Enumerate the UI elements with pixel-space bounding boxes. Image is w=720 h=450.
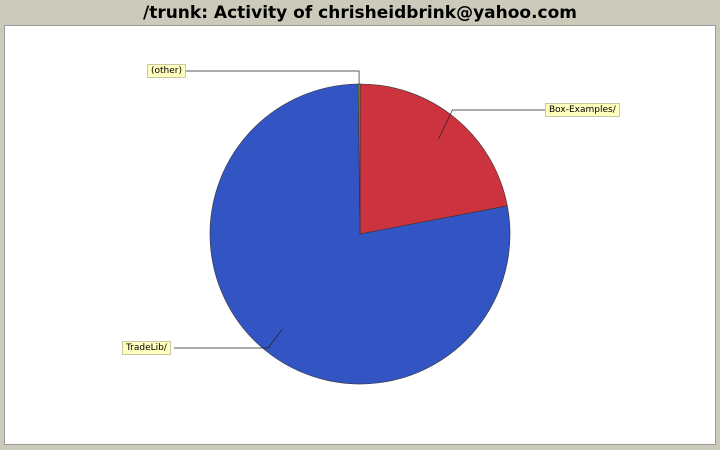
pie-chart	[174, 70, 545, 385]
slice-label: TradeLib/	[122, 341, 171, 355]
plot-area: Box-Examples/TradeLib/ (other)	[4, 25, 716, 445]
leader-line	[174, 329, 283, 349]
slice-label: Box-Examples/	[545, 103, 620, 117]
pie-slice-tradelib	[209, 83, 511, 385]
pie-slice-box-examples	[359, 83, 508, 235]
leader-line	[438, 109, 545, 140]
chart-title: /trunk: Activity of chrisheidbrink@yahoo…	[142, 3, 578, 23]
leader-line	[183, 70, 360, 85]
slice-label: (other)	[147, 64, 186, 78]
